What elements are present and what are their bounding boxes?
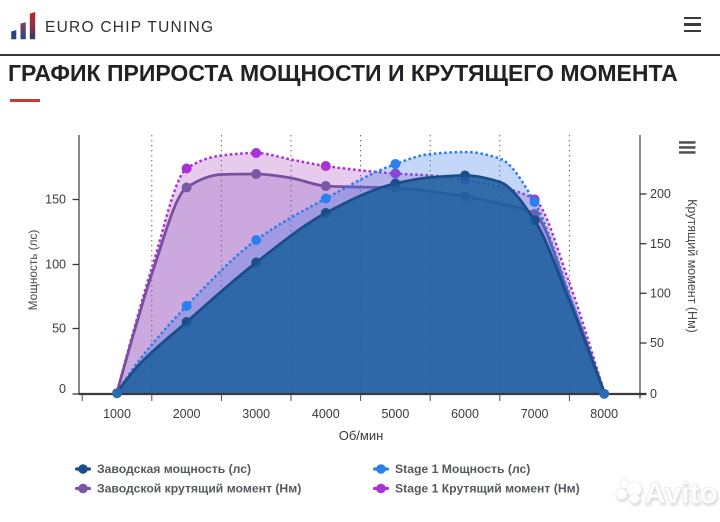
svg-text:6000: 6000 xyxy=(451,407,479,421)
svg-text:3000: 3000 xyxy=(242,407,270,421)
svg-text:150: 150 xyxy=(650,237,671,251)
svg-text:Заводская мощность (лс): Заводская мощность (лс) xyxy=(97,462,251,476)
svg-text:4000: 4000 xyxy=(312,407,340,421)
svg-text:Крутящий момент (Нм): Крутящий момент (Нм) xyxy=(685,199,699,333)
svg-text:Stage 1 Крутящий момент (Нм): Stage 1 Крутящий момент (Нм) xyxy=(395,482,580,496)
svg-text:50: 50 xyxy=(52,322,66,336)
svg-text:Мощность (лс): Мощность (лс) xyxy=(26,230,40,311)
svg-text:Avito: Avito xyxy=(644,477,718,510)
svg-text:5000: 5000 xyxy=(381,407,409,421)
svg-text:0: 0 xyxy=(650,387,657,401)
svg-text:Об/мин: Об/мин xyxy=(339,428,384,443)
svg-text:Заводской крутящий момент (Нм): Заводской крутящий момент (Нм) xyxy=(97,482,301,496)
svg-text:50: 50 xyxy=(650,336,664,350)
svg-text:100: 100 xyxy=(45,258,66,272)
svg-text:2000: 2000 xyxy=(173,407,201,421)
svg-text:100: 100 xyxy=(650,287,671,301)
svg-text:1000: 1000 xyxy=(103,407,131,421)
svg-text:150: 150 xyxy=(45,193,66,207)
svg-text:8000: 8000 xyxy=(590,407,618,421)
svg-text:200: 200 xyxy=(650,187,671,201)
svg-text:Stage 1 Мощность (лс): Stage 1 Мощность (лс) xyxy=(395,462,530,476)
svg-text:0: 0 xyxy=(59,382,66,396)
svg-text:7000: 7000 xyxy=(521,407,549,421)
